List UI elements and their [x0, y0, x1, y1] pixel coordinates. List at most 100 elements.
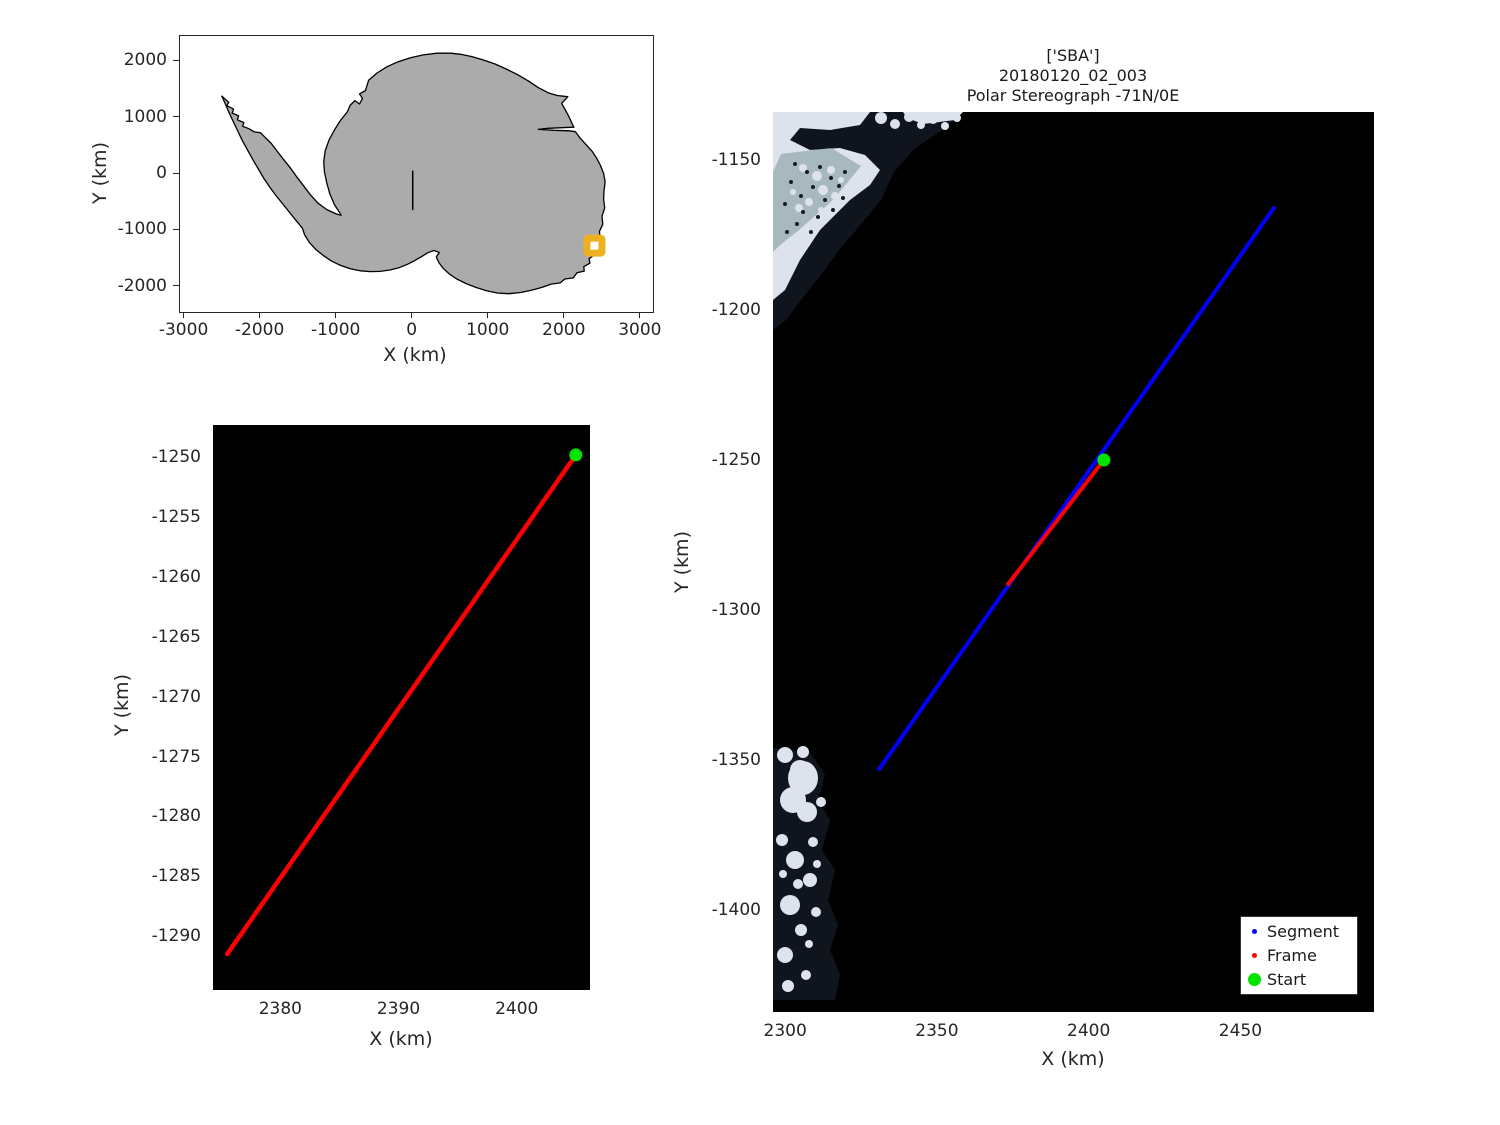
ice-floe	[917, 121, 925, 129]
ice-floe	[793, 879, 803, 889]
ice-floe	[803, 873, 817, 887]
overview-x-tick-label: -2000	[234, 320, 285, 340]
water-speckle	[789, 180, 793, 184]
segment-y-tick-label: -1150	[711, 150, 761, 170]
tick-mark	[487, 312, 489, 318]
ice-floe	[790, 760, 810, 780]
frame-x-tick-label: 2380	[258, 999, 302, 1019]
frame-x-axis-label: X (km)	[369, 1028, 433, 1050]
segment-y-tick-label: -1400	[711, 900, 761, 920]
legend-item-segment: Segment	[1247, 920, 1357, 944]
ice-floe	[805, 940, 813, 948]
plot-title-line-3: Polar Stereograph -71N/0E	[966, 86, 1180, 105]
frame-y-tick-label: -1270	[151, 686, 201, 707]
ice-floe	[818, 207, 824, 213]
tick-mark	[411, 312, 413, 318]
plot-title: ['SBA'] 20180120_02_003 Polar Stereograp…	[873, 46, 1273, 106]
segment-x-axis-label: X (km)	[1041, 1048, 1105, 1070]
frame-y-tick-label: -1285	[151, 866, 201, 887]
ice-floe	[795, 204, 803, 212]
overview-x-tick-label: -1000	[310, 320, 361, 340]
tick-mark	[639, 312, 641, 318]
overview-y-tick-label: 1000	[123, 106, 167, 127]
segment-background	[773, 112, 1374, 1012]
start-legend-dot-icon	[1247, 972, 1261, 986]
overview-x-tick-label: 1000	[466, 320, 510, 340]
overview-x-tick-label: -3000	[158, 320, 209, 340]
water-speckle	[816, 215, 820, 219]
plot-title-line-2: 20180120_02_003	[998, 66, 1148, 85]
water-speckle	[829, 176, 833, 180]
segment-legend-dot-icon	[1251, 929, 1257, 935]
frame-y-tick-label: -1290	[151, 926, 201, 947]
frame-y-tick-label: -1275	[151, 746, 201, 767]
segment-x-tick-label: 2450	[1218, 1021, 1263, 1041]
ice-floe	[827, 166, 835, 174]
ice-floe	[928, 114, 938, 124]
frame-y-tick-label: -1265	[151, 626, 201, 647]
overview-x-tick-label: 0	[406, 320, 418, 340]
tick-mark	[563, 312, 565, 318]
segment-x-tick-label: 2400	[1067, 1021, 1111, 1041]
frame-plot	[213, 425, 590, 990]
frame-location-marker-hole	[590, 241, 599, 250]
ice-floe	[795, 924, 807, 936]
water-speckle	[831, 208, 835, 212]
ice-floe	[779, 870, 787, 878]
ice-floe	[776, 834, 788, 846]
ice-floe	[831, 192, 839, 200]
legend-label: Segment	[1267, 922, 1339, 942]
water-speckle	[823, 198, 827, 202]
water-speckle	[801, 210, 805, 214]
plot-title-line-1: ['SBA']	[1046, 46, 1100, 65]
tick-mark	[173, 285, 179, 287]
overview-map-plot	[179, 35, 654, 313]
frame-y-tick-label: -1250	[151, 447, 201, 468]
overview-y-tick-label: 0	[156, 163, 167, 183]
water-speckle	[818, 165, 822, 169]
ice-floe	[816, 797, 826, 807]
ice-floe	[953, 114, 961, 122]
ice-floe	[786, 851, 804, 869]
overview-x-tick-label: 2000	[542, 320, 586, 340]
ice-floe	[904, 112, 914, 122]
ice-floe	[818, 185, 828, 195]
water-speckle	[799, 194, 803, 198]
ice-floe	[799, 164, 807, 172]
antarctica-landmass	[221, 52, 606, 295]
legend-label: Frame	[1267, 946, 1317, 965]
ice-floe	[890, 119, 900, 129]
water-speckle	[837, 184, 841, 188]
overview-y-tick-label: -2000	[117, 275, 167, 296]
frame-y-tick-label: -1255	[151, 507, 201, 528]
segment-y-tick-label: -1300	[711, 600, 761, 620]
ice-floe	[801, 970, 811, 980]
overview-y-tick-label: -1000	[117, 219, 167, 240]
legend-item-frame: Frame	[1247, 944, 1357, 968]
segment-y-tick-label: -1350	[711, 750, 761, 770]
ice-floe	[780, 895, 800, 915]
ice-floe	[838, 177, 844, 183]
water-speckle	[843, 170, 847, 174]
tick-mark	[173, 59, 179, 61]
tick-mark	[173, 116, 179, 118]
frame-y-tick-label: -1260	[151, 567, 201, 588]
tick-mark	[259, 312, 261, 318]
legend-item-start: Start	[1247, 967, 1357, 991]
frame-y-tick-label: -1280	[151, 806, 201, 827]
water-speckle	[783, 202, 787, 206]
segment-line	[877, 206, 1276, 771]
ice-floe	[805, 198, 813, 206]
water-speckle	[795, 222, 799, 226]
water-speckle	[785, 230, 789, 234]
legend-label: Start	[1267, 969, 1307, 989]
water-speckle	[809, 230, 813, 234]
ice-floe	[875, 112, 887, 124]
ice-floe	[777, 947, 793, 963]
segment-y-tick-label: -1250	[711, 450, 761, 470]
segment-x-tick-label: 2350	[915, 1021, 959, 1041]
frame-line	[1006, 458, 1106, 586]
water-speckle	[805, 170, 809, 174]
start-marker	[569, 448, 583, 462]
